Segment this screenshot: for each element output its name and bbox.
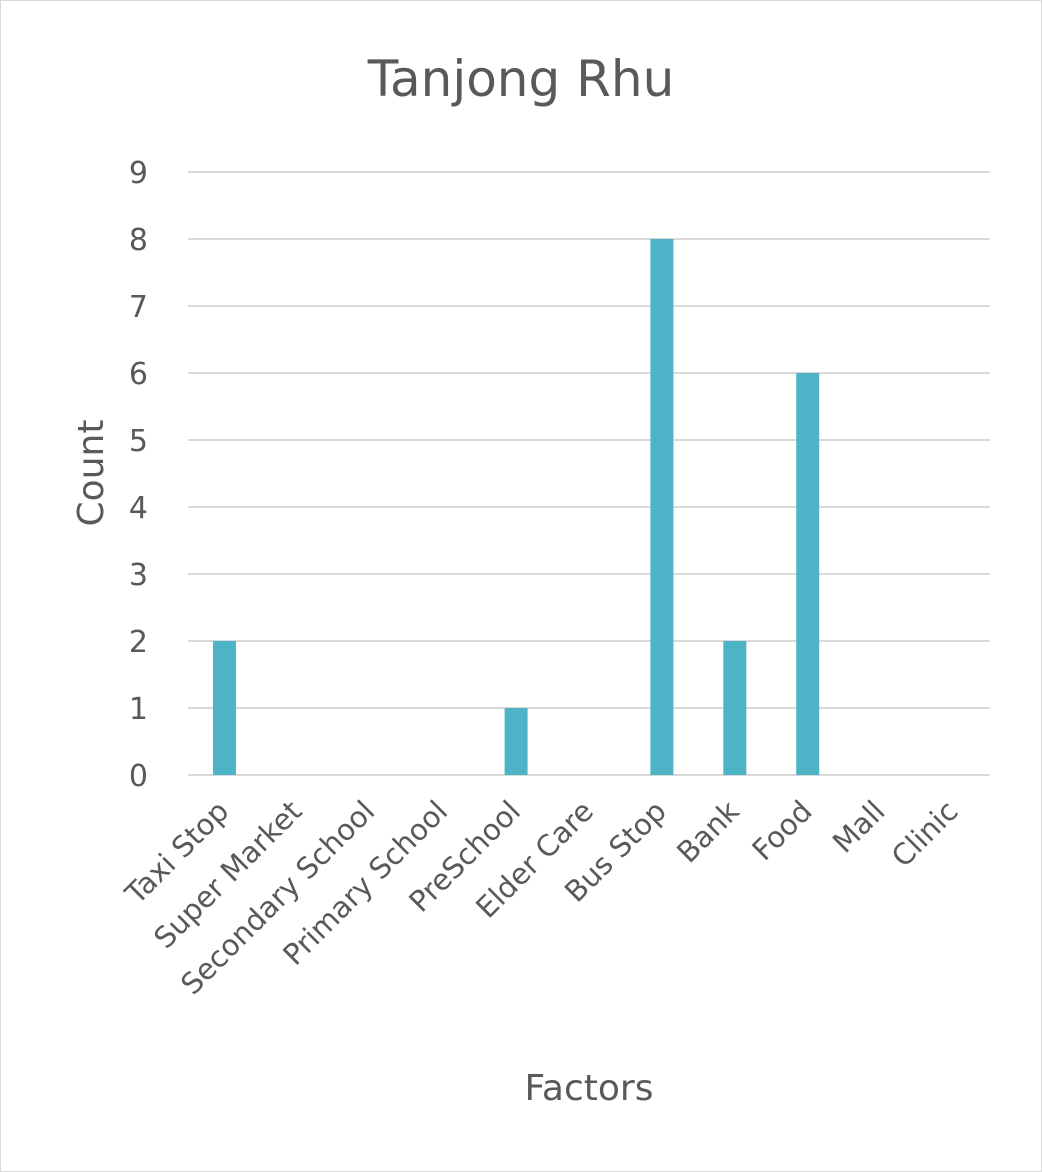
bar [504,708,528,775]
bars [212,239,820,775]
y-axis-ticks: 0 1 2 3 4 5 6 7 8 9 [129,156,148,794]
bar [796,373,820,775]
y-tick-label: 3 [129,558,148,593]
y-tick-label: 8 [129,223,148,258]
bar [650,239,674,775]
y-tick-label: 9 [129,156,148,191]
y-tick-label: 1 [129,692,148,727]
x-tick-label: Food [745,794,818,867]
x-axis-title: Factors [525,1068,654,1109]
y-tick-label: 4 [129,491,148,526]
y-tick-label: 5 [129,424,148,459]
y-axis-title: Count [71,420,112,527]
bar [723,641,747,775]
x-tick-label: Clinic [885,794,965,874]
y-tick-label: 6 [129,357,148,392]
bar [212,641,236,775]
chart-title: Tanjong Rhu [367,50,675,108]
gridlines [188,171,990,776]
x-tick-label: Bank [670,794,746,870]
y-tick-label: 7 [129,290,148,325]
y-tick-label: 2 [129,625,148,660]
x-tick-label: Mall [826,794,892,860]
y-tick-label: 0 [129,759,148,794]
